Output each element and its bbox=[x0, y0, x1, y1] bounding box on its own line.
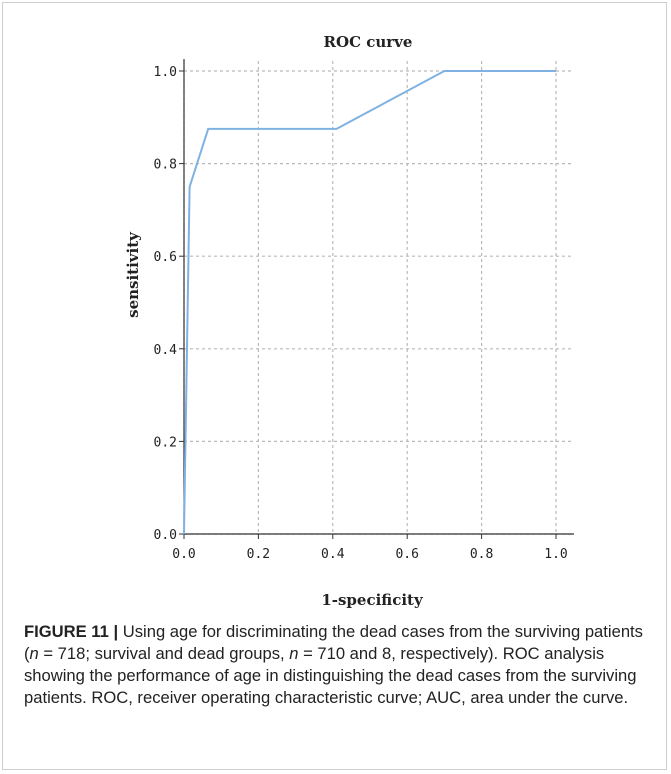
y-tick-label: 1.0 bbox=[154, 65, 177, 80]
x-tick-label: 0.0 bbox=[172, 547, 195, 562]
y-tick-labels: 0.0 0.2 0.4 0.6 0.8 1.0 bbox=[154, 65, 178, 543]
caption-figure-label: FIGURE 11 bbox=[24, 622, 109, 641]
x-tick-label: 0.8 bbox=[470, 547, 493, 562]
y-tick-label: 0.2 bbox=[154, 435, 177, 450]
x-tick-label: 1.0 bbox=[544, 547, 567, 562]
x-axis-label: 1-specificity bbox=[321, 591, 424, 609]
y-tick-label: 0.0 bbox=[154, 528, 177, 543]
caption-text-3: = 710 and 8, respectively). ROC analysis… bbox=[24, 644, 637, 707]
caption-text-1: Using age for discriminating the dead ca… bbox=[24, 622, 643, 663]
chart-title: ROC curve bbox=[324, 33, 413, 51]
grid bbox=[183, 61, 574, 535]
x-tick-label: 0.6 bbox=[395, 547, 418, 562]
y-tick-label: 0.4 bbox=[154, 343, 178, 358]
x-tick-label: 0.2 bbox=[247, 547, 270, 562]
y-axis-label: sensitivity bbox=[124, 231, 142, 318]
figure-caption: FIGURE 11 | Using age for discriminating… bbox=[24, 621, 644, 709]
roc-chart: ROC curve 0.0 0.2 0.4 0.6 0.8 1.0 0.00.20.40.… bbox=[124, 33, 574, 609]
y-tick-label: 0.8 bbox=[154, 158, 177, 173]
caption-separator: | bbox=[113, 622, 119, 641]
axes bbox=[179, 59, 574, 539]
y-tick-label: 0.6 bbox=[154, 250, 177, 265]
caption-n-variable-2: n bbox=[289, 644, 299, 663]
x-tick-label: 0.4 bbox=[321, 547, 345, 562]
caption-text-2: = 718; survival and dead groups, bbox=[38, 644, 290, 663]
x-tick-labels: 0.0 0.2 0.4 0.6 0.8 1.0 bbox=[172, 547, 567, 562]
roc-series-line bbox=[183, 70, 556, 535]
caption-n-variable-1: n bbox=[29, 644, 39, 663]
